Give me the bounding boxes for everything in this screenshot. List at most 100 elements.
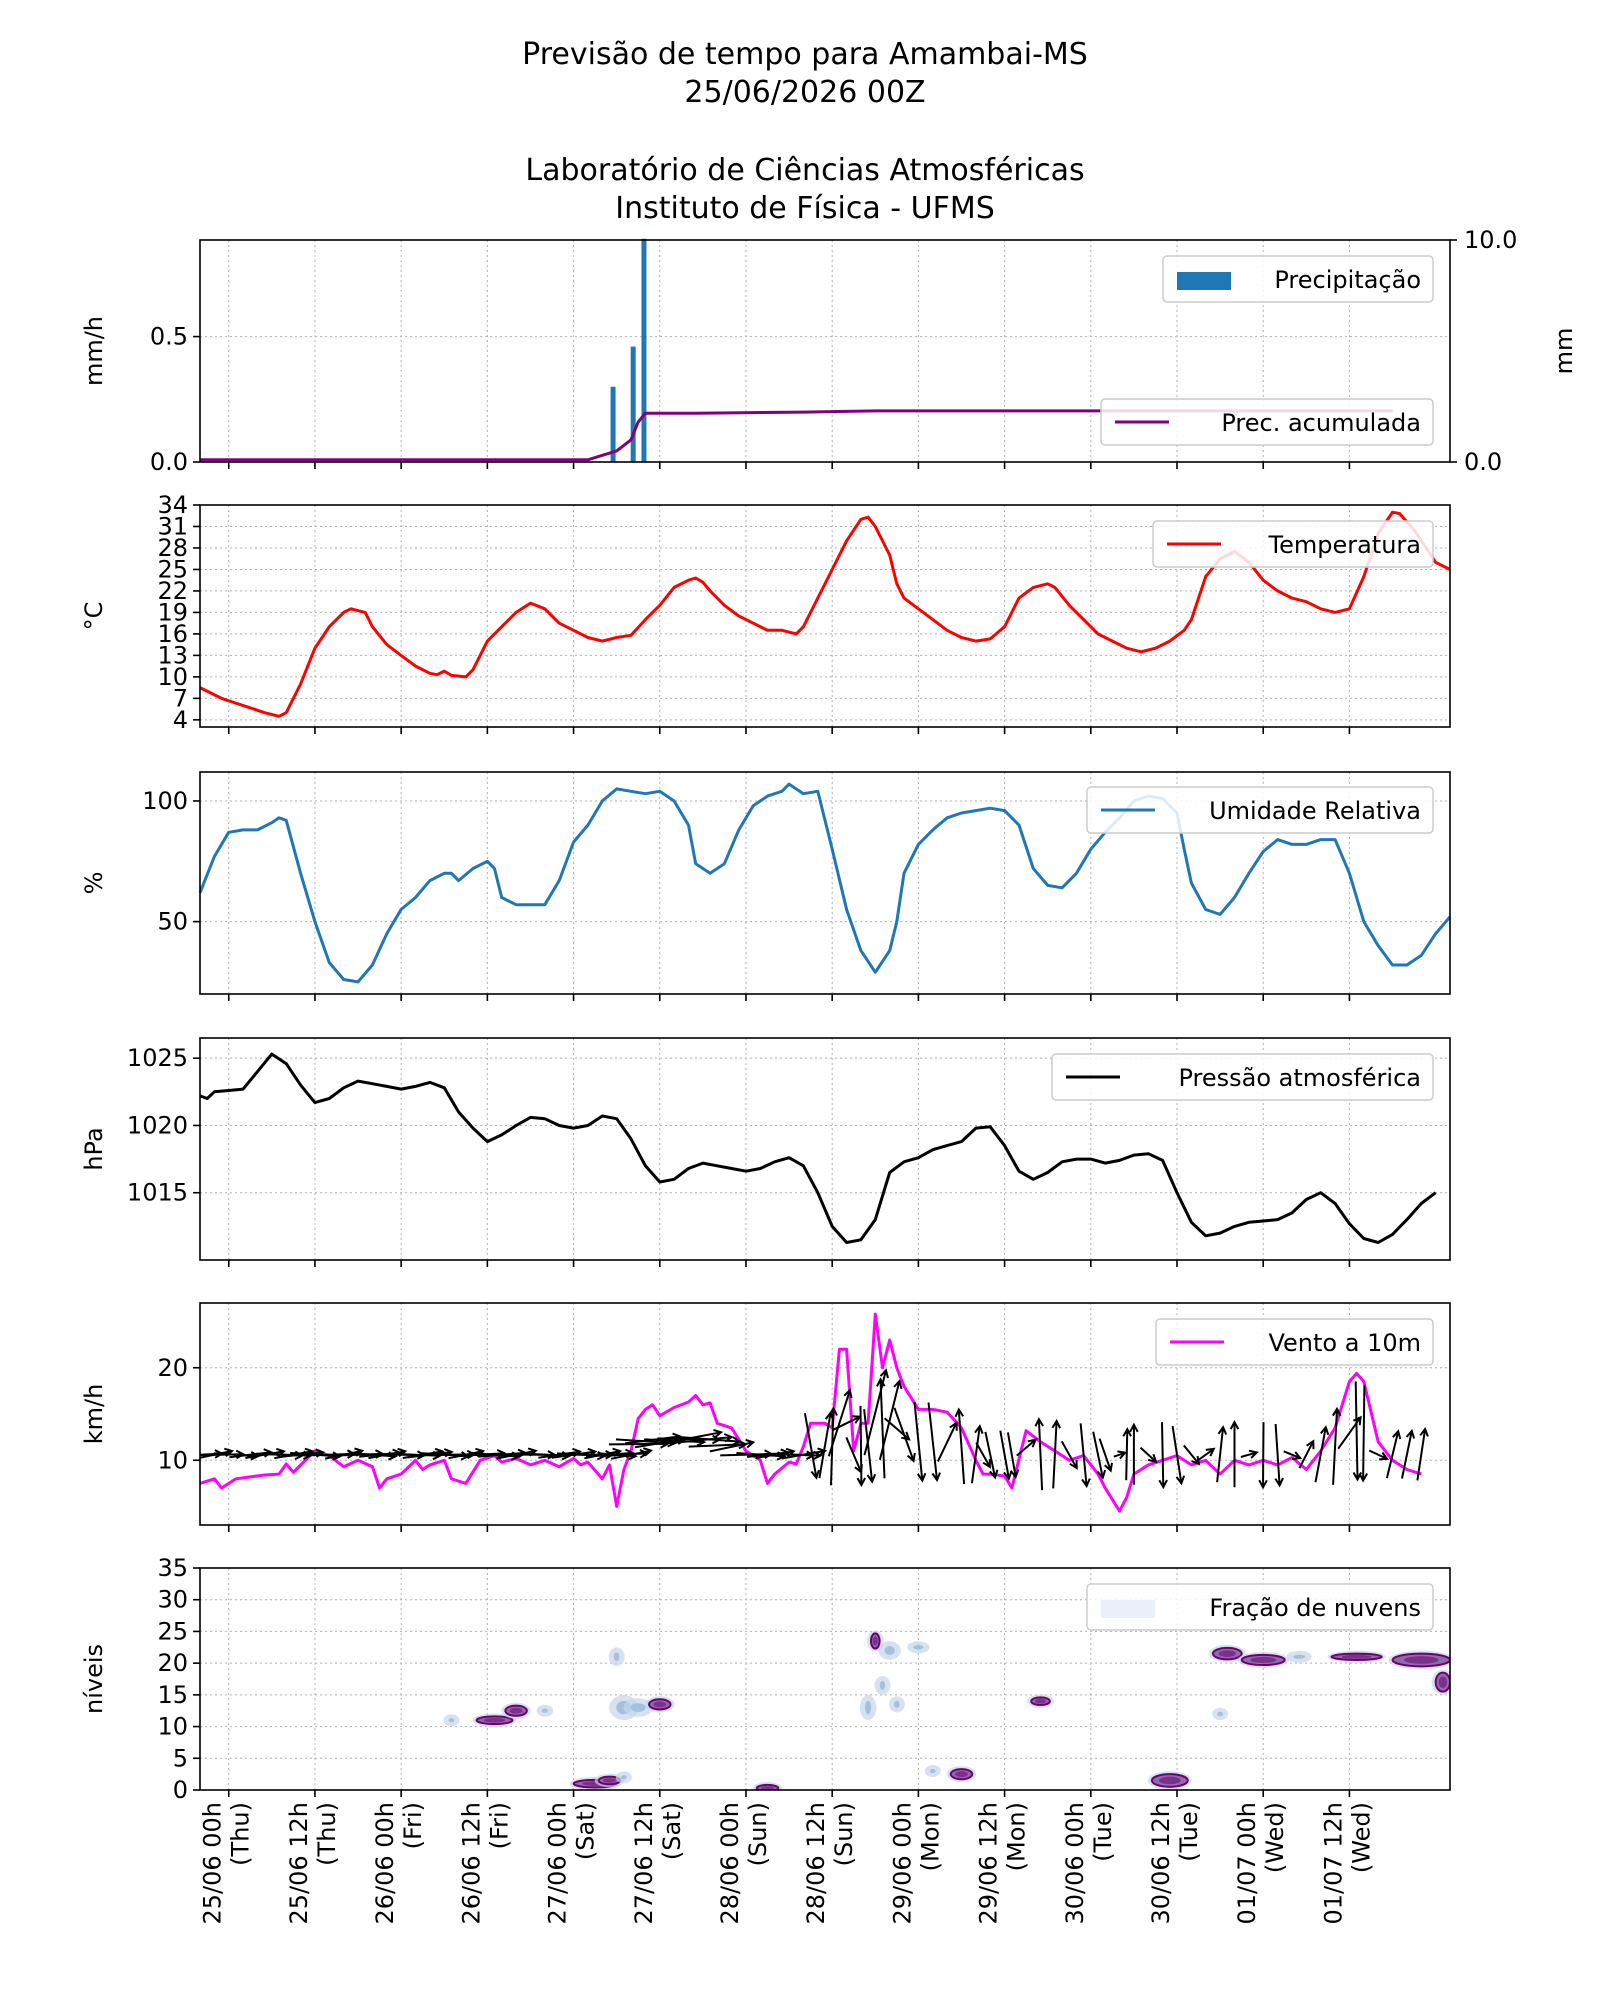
cloud-fraction-core [1250,1656,1277,1664]
wind-arrow [1283,1450,1303,1460]
y-tick-label: 100 [142,787,188,815]
cloud-fraction-core [603,1778,616,1783]
y-tick-label: 0 [173,1776,188,1804]
x-tick-label-day: (Sat) [572,1802,600,1860]
y-tick-label: 1025 [127,1044,188,1072]
x-tick-label: 25/06 00h (Thu) [199,1802,255,1925]
wind-arrow [1298,1439,1315,1469]
y-tick-label: 31 [157,512,188,540]
cloud-fraction-core [653,1701,667,1708]
cloud-fraction-core [761,1786,774,1790]
wind-arrow [984,1431,999,1480]
wind-arrow [1197,1447,1216,1462]
cloud-fraction-patch [1217,1711,1223,1717]
y-axis-label: hPa [80,1127,108,1170]
cloud-fraction-core [483,1717,506,1723]
x-tick-label-date: 29/06 12h [975,1802,1003,1925]
y-tick-label: 1015 [127,1179,188,1207]
wind-arrow [970,1424,984,1484]
legend-humidity: Umidade Relativa [1086,786,1434,834]
legend-precipitation: Precipitação [1162,255,1434,303]
x-tick-label-date: 30/06 12h [1147,1802,1175,1925]
wind-arrow [828,1406,838,1486]
x-tick-label-day: (Sun) [830,1802,858,1866]
legend-box [1051,1053,1434,1101]
wind-arrow [1240,1449,1259,1459]
wind-arrow [1368,1449,1389,1461]
wind-arrow [1158,1422,1168,1490]
legend-box [1152,520,1434,568]
legend-pressure: Pressão atmosférica [1051,1053,1434,1101]
legend-box [1086,786,1434,834]
x-tick-label-day: (Tue) [1175,1802,1203,1862]
cloud-fraction-patch [448,1718,455,1723]
y-tick-label: 28 [157,534,188,562]
precip-bar [610,386,616,462]
cloud-fraction-core [1159,1776,1181,1785]
cloud-fraction-core [1341,1654,1372,1659]
cloud-fraction-patch [884,1646,895,1655]
precip-bar [641,238,647,462]
x-tick-label: 27/06 00h (Sat) [544,1802,600,1925]
legend-box [1086,1583,1434,1631]
x-tick-label: 01/07 00h (Wed) [1233,1802,1289,1925]
y-tick-label: 10 [157,1446,188,1474]
wind-arrow [876,1377,886,1479]
cloud-fraction-panel: 0 5 10 15 20 25 30 35 níveis Fração de nuvens [80,1554,1451,1804]
wind-arrow [455,1448,507,1459]
wind-arrow [1332,1406,1342,1485]
wind-arrow [1416,1426,1429,1481]
cloud-fraction-patch [613,1652,620,1662]
legend-label: Fração de nuvens [1209,1594,1421,1622]
wind-speed-line [200,1312,1422,1513]
wind-arrow [1274,1423,1284,1488]
wind-arrow [1385,1429,1402,1479]
x-tick-label-date: 26/06 00h [371,1802,399,1925]
x-tick-labels: 25/06 00h (Thu) 25/06 12h (Thu) 26/06 00h (Fr… [199,1802,1376,1925]
x-tick-label-day: (Mon) [1003,1802,1031,1871]
pressure-line [199,1052,1437,1244]
y-tick-label: 19 [157,598,188,626]
wind-arrow [709,1439,756,1453]
wind-arrow [975,1442,991,1469]
cloud-fraction-core [1404,1656,1439,1664]
y-tick-label: 20 [157,1354,188,1382]
y-axis-label: °C [80,602,108,631]
right-y-axis-label: mm [1550,328,1578,375]
title-line-3: Laboratório de Ciências Atmosféricas [525,153,1084,188]
x-tick-label-day: (Fri) [399,1802,427,1849]
title-line-2: 25/06/2026 00Z [684,75,925,110]
cloud-fraction-patch [630,1703,646,1712]
wind-arrow [803,1413,820,1480]
title-line-1: Previsão de tempo para Amambai-MS [522,37,1088,72]
x-tick-label-day: (Mon) [916,1802,944,1871]
y-tick-label: 10 [157,663,188,691]
cloud-fraction-patch [541,1708,548,1713]
y-tick-label: 30 [157,1586,188,1614]
y-tick-label: 20 [157,1649,188,1677]
cloud-plot-area [443,1630,1450,1790]
y-tick-label: 34 [157,491,188,519]
y-axis-label: km/h [80,1384,108,1445]
y-tick-label: 10 [157,1713,188,1741]
panel-frame [199,504,1451,728]
wind-arrow [893,1407,916,1463]
humidity-line [198,782,1452,984]
y-tick-label: 4 [173,706,188,734]
wind-arrow [936,1420,958,1462]
humidity-panel: 50 100% Umidade Relativa [80,771,1452,1001]
wind-arrow [1171,1425,1186,1486]
x-tick-label-date: 01/07 12h [1319,1802,1347,1925]
x-tick-label: 29/06 00h (Mon) [888,1802,944,1925]
wind-panel: 10 20 km/h Vento a 10m [80,1302,1451,1532]
x-tick-label: 28/06 00h (Sun) [716,1802,772,1925]
legend-temperature: Temperatura [1152,520,1434,568]
x-tick-label: 26/06 12h (Fri) [457,1802,513,1925]
x-tick-label-day: (Fri) [485,1802,513,1849]
y-tick-label: 25 [157,555,188,583]
x-tick-label-day: (Thu) [227,1802,255,1866]
wind-arrow [1358,1385,1368,1483]
wind-arrow [1139,1446,1158,1464]
x-tick-label-date: 30/06 00h [1061,1802,1089,1925]
